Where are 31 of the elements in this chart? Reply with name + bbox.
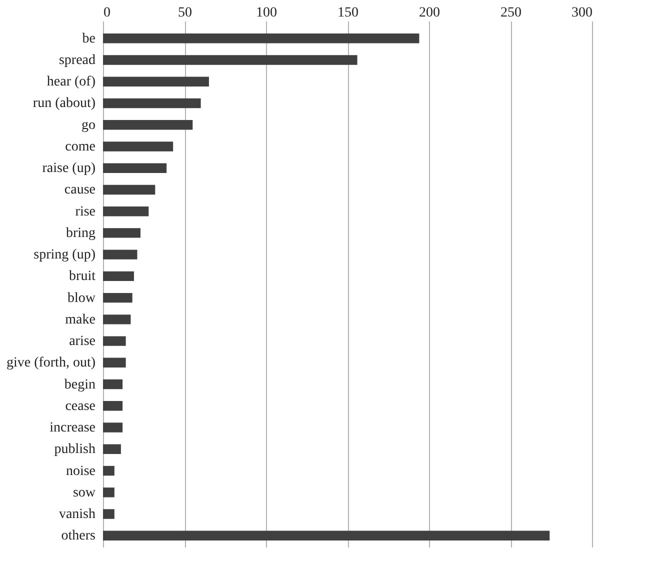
y-tick-label: cause (64, 182, 96, 198)
y-tick-label: begin (64, 377, 96, 392)
y-tick-label: go (82, 118, 96, 133)
y-tick-label: rise (75, 204, 96, 220)
y-tick-label: bring (66, 226, 96, 241)
x-tick-label: 50 (178, 6, 192, 20)
y-tick-label: others (61, 528, 96, 544)
y-tick-label: sow (72, 485, 96, 500)
x-tick-label: 100 (256, 6, 277, 20)
y-tick-label: be (82, 31, 96, 46)
x-tick-label: 300 (572, 6, 592, 20)
y-tick-label: spread (58, 52, 96, 68)
y-tick-label: noise (66, 464, 96, 479)
y-tick-label: make (65, 312, 96, 328)
y-tick-label: hear (of) (46, 74, 96, 90)
y-tick-label: arise (69, 334, 96, 350)
y-tick-label: increase (50, 420, 96, 436)
x-tick-label: 250 (500, 6, 522, 20)
y-tick-label: come (65, 139, 96, 154)
y-tick-label: spring (up) (34, 248, 96, 263)
y-tick-label: cease (65, 398, 96, 414)
x-tick-label: 150 (338, 6, 358, 20)
y-tick-label: blow (68, 290, 96, 306)
y-tick-label: bruit (69, 269, 96, 284)
y-tick-label: vanish (58, 507, 96, 522)
y-tick-label: give (forth, out) (6, 356, 96, 371)
y-tick-label: run (about) (32, 96, 96, 112)
y-tick-label: raise (up) (42, 161, 96, 176)
x-tick-label: 0 (104, 6, 110, 20)
x-tick-label: 200 (419, 6, 440, 20)
y-tick-label: publish (54, 442, 96, 458)
